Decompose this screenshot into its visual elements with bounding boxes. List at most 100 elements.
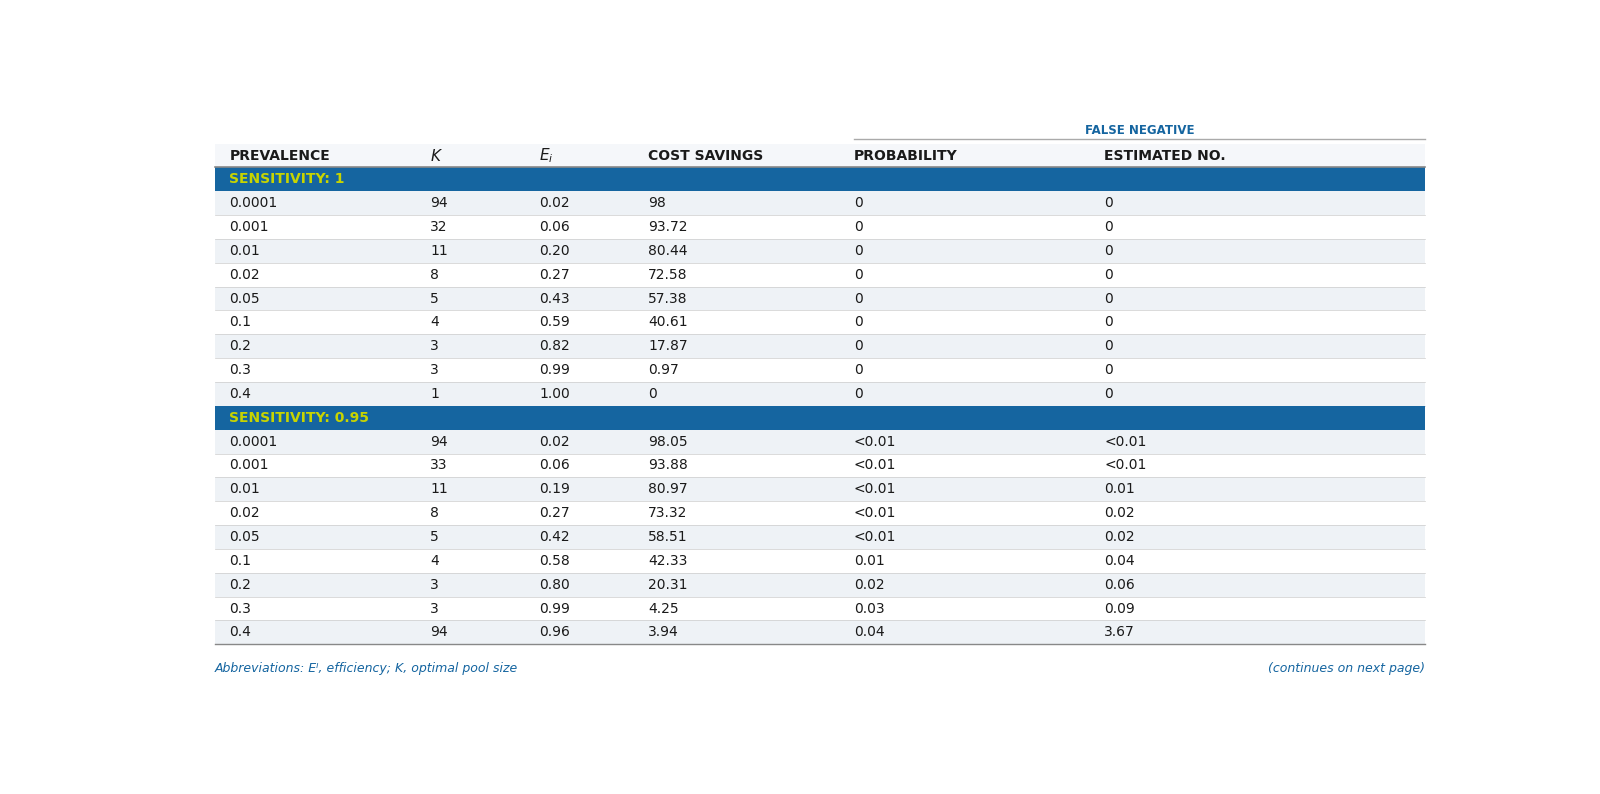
Bar	[214, 263, 1426, 287]
Text: 0: 0	[854, 387, 862, 401]
Text: FALSE NEGATIVE: FALSE NEGATIVE	[1085, 124, 1194, 137]
Text: 3: 3	[430, 578, 438, 592]
Text: 0.27: 0.27	[539, 506, 570, 520]
Text: 73.32: 73.32	[648, 506, 688, 520]
Text: 0.02: 0.02	[539, 196, 570, 210]
Text: 0: 0	[854, 196, 862, 210]
Text: 0.02: 0.02	[229, 506, 261, 520]
Text: 0.4: 0.4	[229, 626, 251, 639]
Text: 3.67: 3.67	[1104, 626, 1134, 639]
Bar	[214, 168, 1426, 191]
Text: PREVALENCE: PREVALENCE	[229, 148, 330, 163]
Text: 8: 8	[430, 268, 438, 282]
Text: 0.05: 0.05	[229, 530, 261, 544]
Text: 72.58: 72.58	[648, 268, 688, 282]
Text: 0.09: 0.09	[1104, 602, 1134, 615]
Text: 40.61: 40.61	[648, 315, 688, 330]
Text: 8: 8	[430, 506, 438, 520]
Text: 0.02: 0.02	[1104, 506, 1134, 520]
Text: 0.2: 0.2	[229, 578, 251, 592]
Text: 98: 98	[648, 196, 666, 210]
Text: 0: 0	[854, 244, 862, 258]
Text: 3: 3	[430, 602, 438, 615]
Text: 0.4: 0.4	[229, 387, 251, 401]
Text: 0.97: 0.97	[648, 363, 678, 377]
Text: <0.01: <0.01	[1104, 434, 1147, 449]
Text: 0.43: 0.43	[539, 291, 570, 306]
Text: <0.01: <0.01	[854, 530, 896, 544]
Text: 94: 94	[430, 626, 448, 639]
Text: 33: 33	[430, 458, 448, 472]
Text: <0.01: <0.01	[854, 434, 896, 449]
Text: (continues on next page): (continues on next page)	[1269, 662, 1426, 675]
Text: 57.38: 57.38	[648, 291, 688, 306]
Text: 0.02: 0.02	[539, 434, 570, 449]
Text: 0: 0	[854, 220, 862, 234]
Text: 0.02: 0.02	[854, 578, 885, 592]
Text: 0.03: 0.03	[854, 602, 885, 615]
Bar	[214, 549, 1426, 572]
Bar	[214, 525, 1426, 549]
Bar	[214, 310, 1426, 334]
Text: 0.06: 0.06	[539, 220, 570, 234]
Text: 0.59: 0.59	[539, 315, 570, 330]
Text: 0.20: 0.20	[539, 244, 570, 258]
Text: 0: 0	[854, 339, 862, 353]
Text: 5: 5	[430, 291, 438, 306]
Text: 0.58: 0.58	[539, 554, 570, 568]
Text: 0.19: 0.19	[539, 482, 570, 496]
Text: 0.99: 0.99	[539, 363, 570, 377]
Text: 0.01: 0.01	[229, 482, 261, 496]
Text: ESTIMATED NO.: ESTIMATED NO.	[1104, 148, 1226, 163]
Text: SENSITIVITY: 0.95: SENSITIVITY: 0.95	[229, 410, 370, 425]
Bar	[214, 382, 1426, 406]
Text: <0.01: <0.01	[854, 506, 896, 520]
Text: 0: 0	[854, 315, 862, 330]
Text: 1: 1	[430, 387, 438, 401]
Bar	[214, 620, 1426, 644]
Text: 93.72: 93.72	[648, 220, 688, 234]
Text: 32: 32	[430, 220, 448, 234]
Bar	[214, 596, 1426, 620]
Text: 42.33: 42.33	[648, 554, 688, 568]
Text: 0.1: 0.1	[229, 554, 251, 568]
Text: 0.05: 0.05	[229, 291, 261, 306]
Text: 0.02: 0.02	[1104, 530, 1134, 544]
Text: 0: 0	[1104, 387, 1114, 401]
Text: 94: 94	[430, 196, 448, 210]
Text: 4: 4	[430, 554, 438, 568]
Text: COST SAVINGS: COST SAVINGS	[648, 148, 763, 163]
Text: 0: 0	[1104, 196, 1114, 210]
Text: 0.42: 0.42	[539, 530, 570, 544]
Text: $\mathit{K}$: $\mathit{K}$	[430, 148, 443, 164]
Bar	[214, 334, 1426, 358]
Text: 0.3: 0.3	[229, 602, 251, 615]
Text: 0: 0	[1104, 291, 1114, 306]
Text: 94: 94	[430, 434, 448, 449]
Text: 0.2: 0.2	[229, 339, 251, 353]
Text: 0.04: 0.04	[1104, 554, 1134, 568]
Text: 80.44: 80.44	[648, 244, 688, 258]
Text: 0: 0	[1104, 220, 1114, 234]
Text: 0: 0	[854, 291, 862, 306]
Text: 0.3: 0.3	[229, 363, 251, 377]
Text: 0.001: 0.001	[229, 458, 269, 472]
Text: 0: 0	[854, 268, 862, 282]
Bar	[214, 239, 1426, 263]
Text: <0.01: <0.01	[1104, 458, 1147, 472]
Bar	[214, 572, 1426, 596]
Text: 20.31: 20.31	[648, 578, 688, 592]
Text: 0.02: 0.02	[229, 268, 261, 282]
Text: 0.0001: 0.0001	[229, 196, 278, 210]
Text: 0: 0	[1104, 268, 1114, 282]
Bar	[214, 430, 1426, 453]
Text: 58.51: 58.51	[648, 530, 688, 544]
Text: 0.82: 0.82	[539, 339, 570, 353]
Bar	[214, 287, 1426, 310]
Text: 0: 0	[1104, 244, 1114, 258]
Text: PROBABILITY: PROBABILITY	[854, 148, 958, 163]
Text: 0.01: 0.01	[1104, 482, 1134, 496]
Text: 4: 4	[430, 315, 438, 330]
Bar	[214, 453, 1426, 477]
Text: SENSITIVITY: 1: SENSITIVITY: 1	[229, 172, 346, 187]
